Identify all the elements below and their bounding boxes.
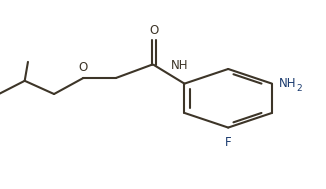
Text: F: F: [225, 136, 231, 149]
Text: O: O: [79, 61, 88, 74]
Text: NH: NH: [279, 77, 297, 90]
Text: NH: NH: [170, 59, 188, 72]
Text: 2: 2: [296, 84, 302, 93]
Text: O: O: [149, 24, 158, 37]
